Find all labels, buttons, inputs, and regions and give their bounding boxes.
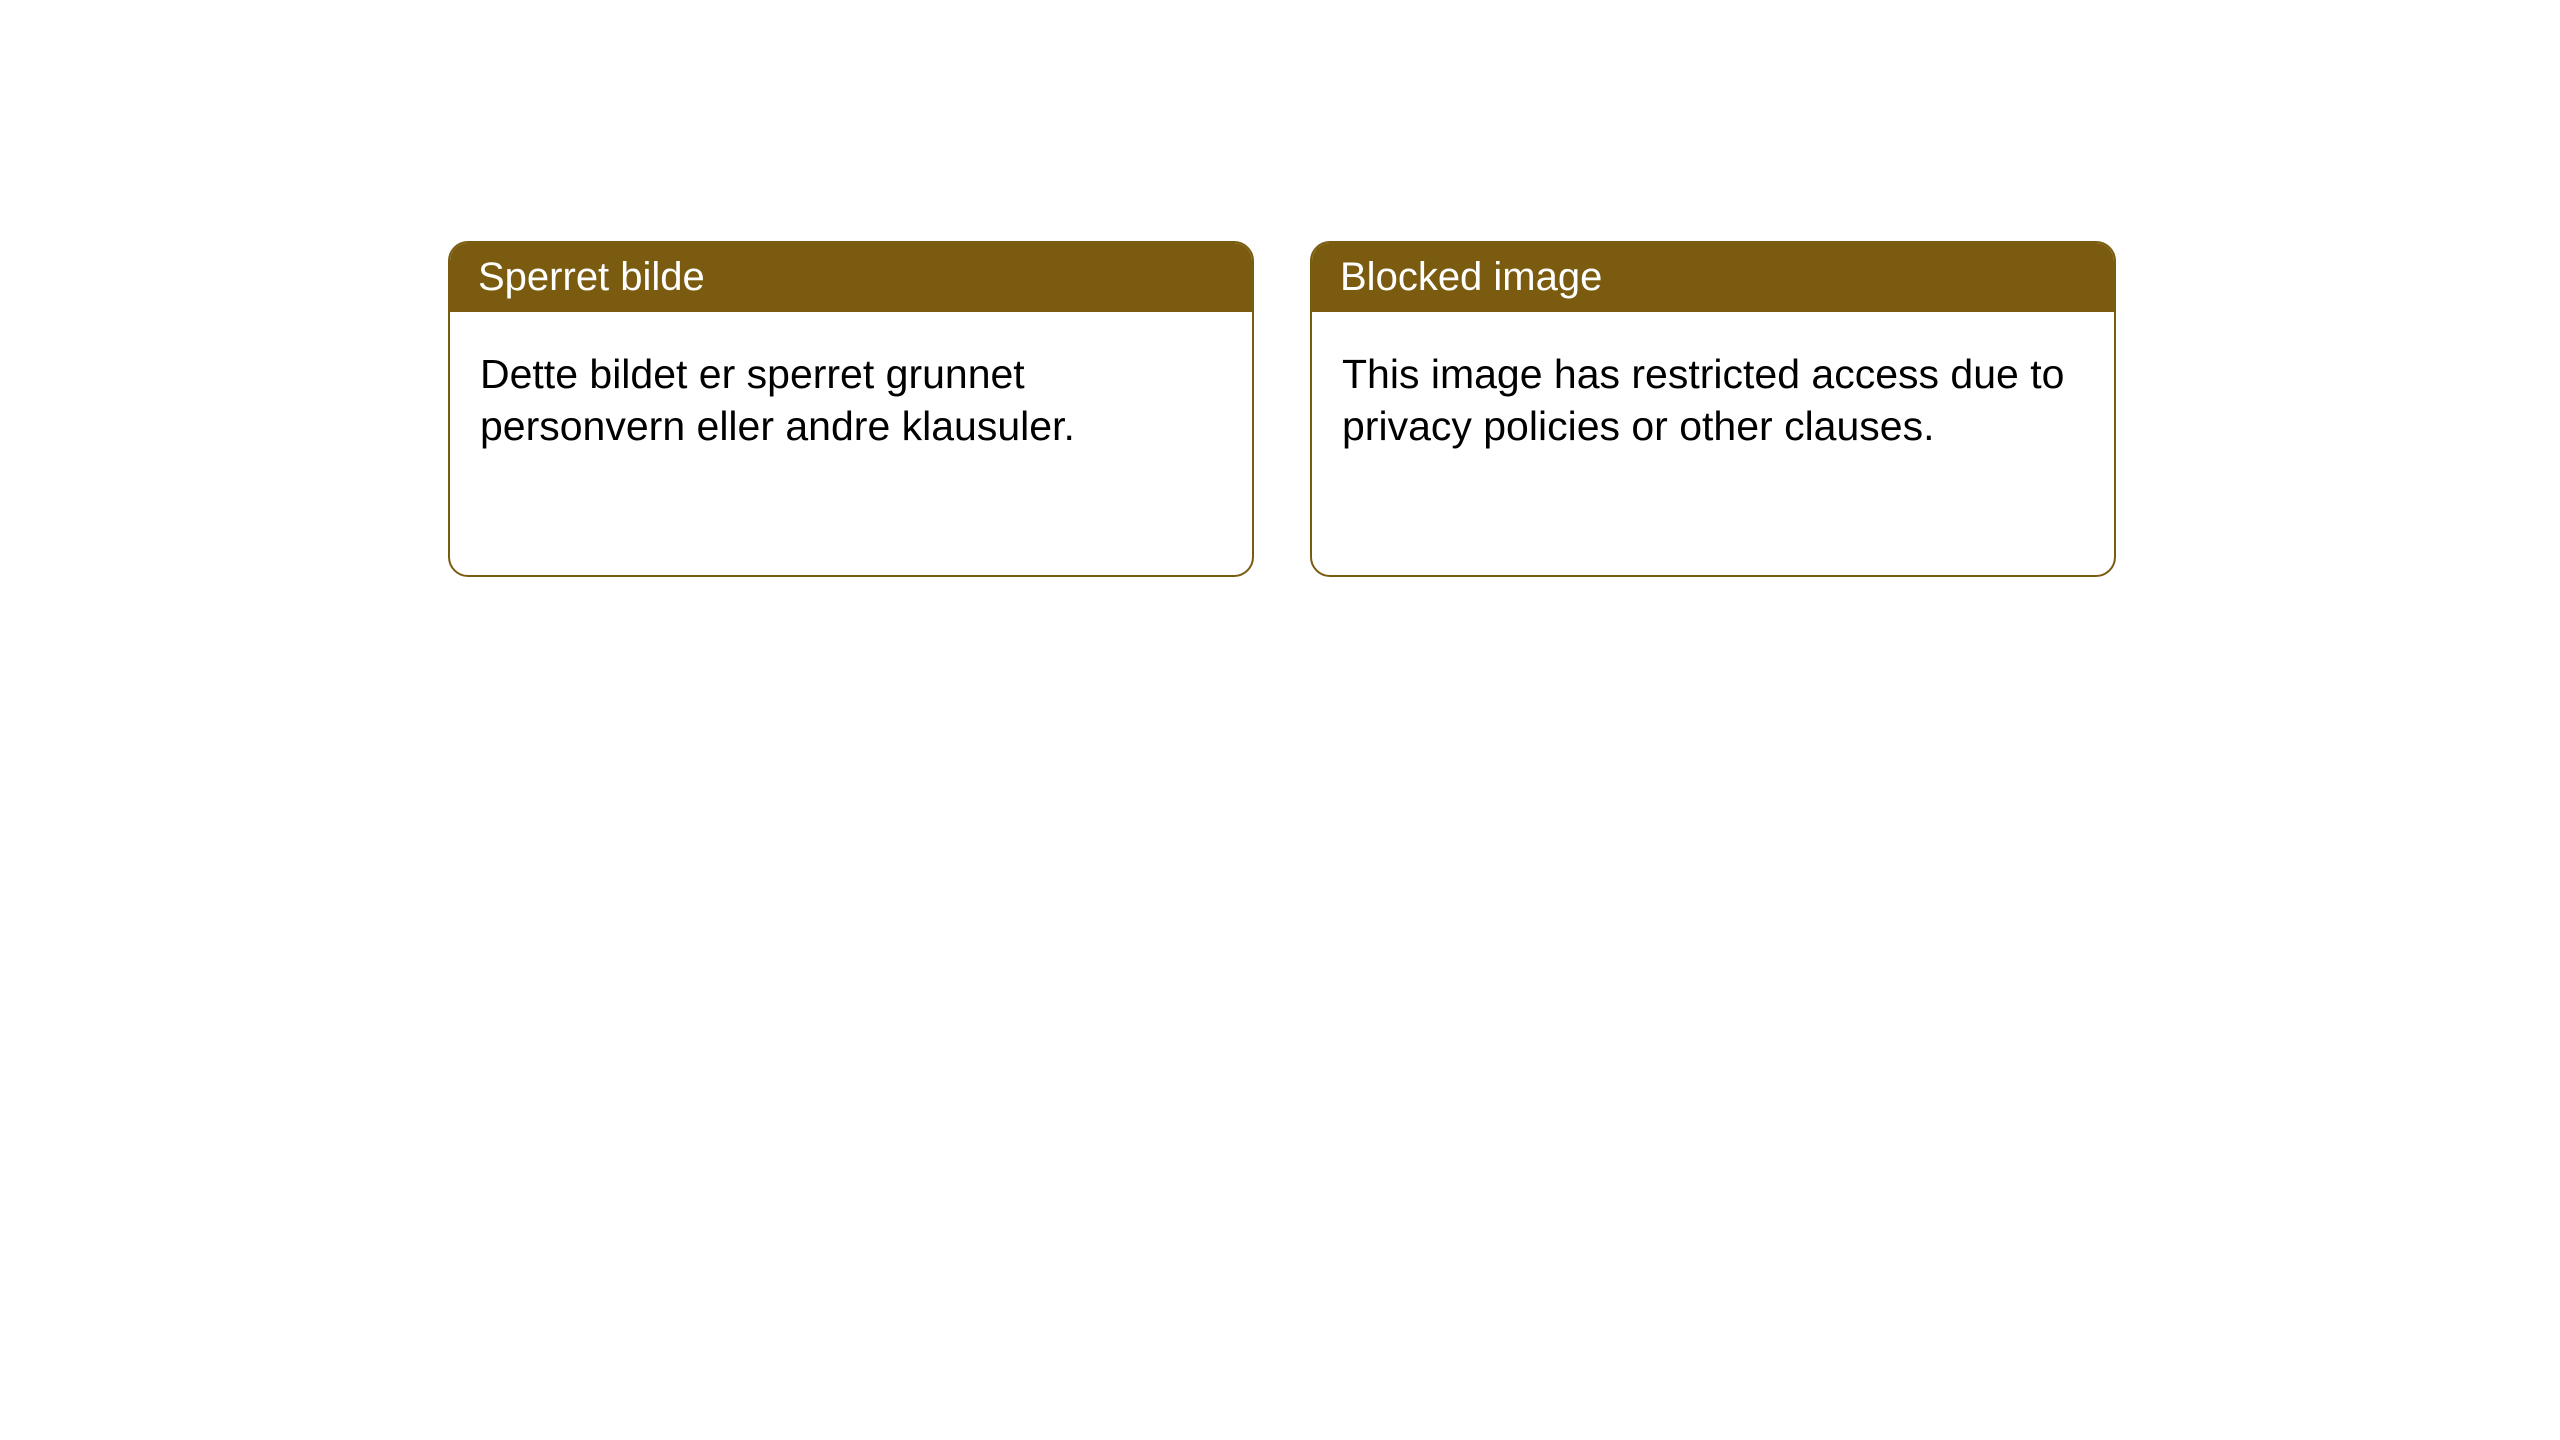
notice-container: Sperret bilde Dette bildet er sperret gr…: [448, 241, 2116, 577]
notice-header-english: Blocked image: [1312, 243, 2114, 312]
notice-title-norwegian: Sperret bilde: [478, 255, 705, 299]
notice-title-english: Blocked image: [1340, 255, 1602, 299]
notice-text-english: This image has restricted access due to …: [1342, 351, 2064, 449]
notice-body-english: This image has restricted access due to …: [1312, 312, 2114, 489]
notice-text-norwegian: Dette bildet er sperret grunnet personve…: [480, 351, 1075, 449]
notice-header-norwegian: Sperret bilde: [450, 243, 1252, 312]
notice-card-norwegian: Sperret bilde Dette bildet er sperret gr…: [448, 241, 1254, 577]
notice-body-norwegian: Dette bildet er sperret grunnet personve…: [450, 312, 1252, 489]
notice-card-english: Blocked image This image has restricted …: [1310, 241, 2116, 577]
